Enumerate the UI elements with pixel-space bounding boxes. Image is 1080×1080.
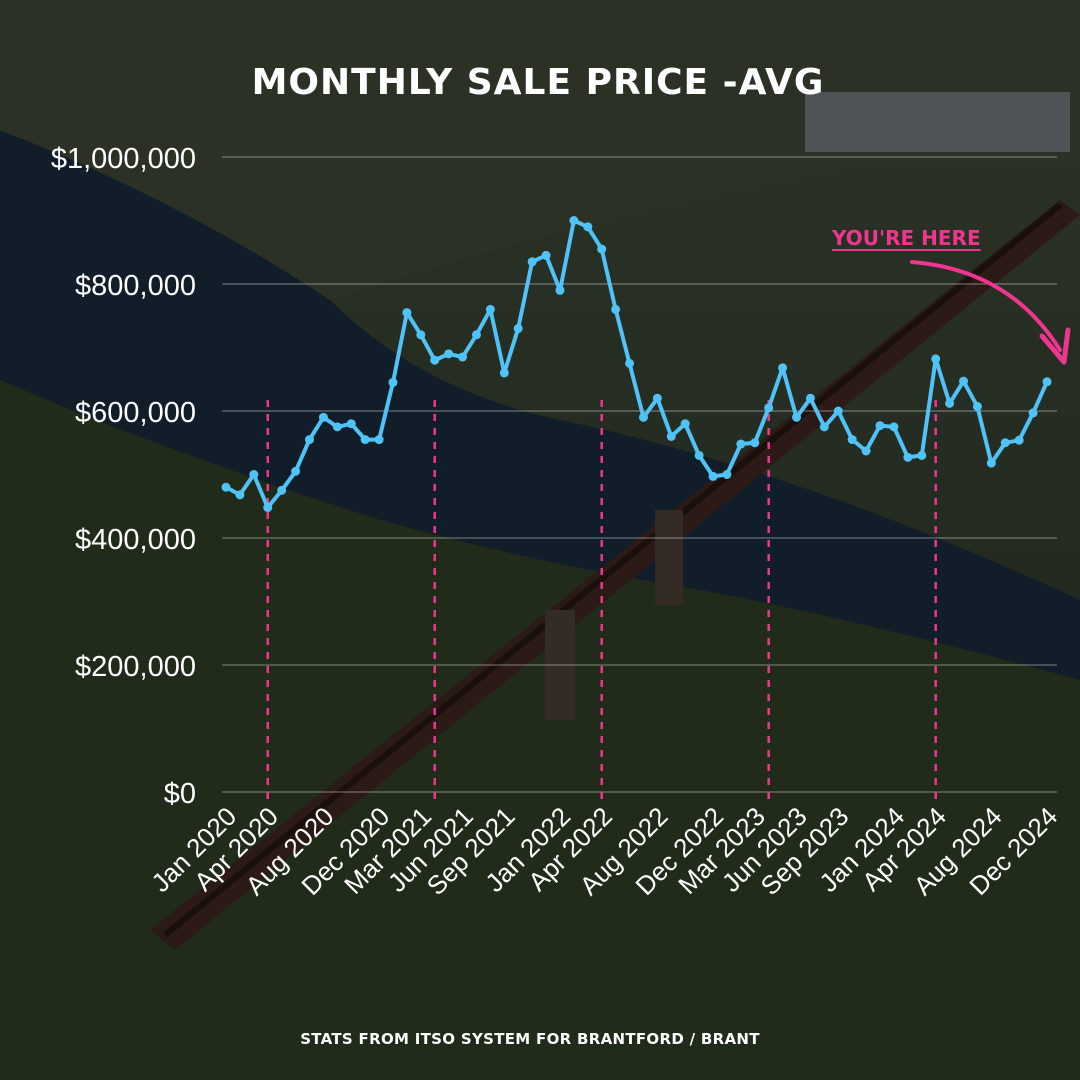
data-point: [318, 412, 328, 422]
data-point: [527, 257, 537, 267]
data-point: [903, 452, 913, 462]
data-point: [388, 377, 398, 387]
data-point: [569, 216, 579, 225]
data-point: [263, 503, 273, 513]
data-point: [555, 285, 565, 295]
data-point: [541, 250, 551, 260]
data-point: [583, 222, 593, 232]
data-point: [291, 466, 301, 476]
data-point: [416, 330, 426, 340]
annotation-you-are-here: YOU'RE HERE: [832, 226, 981, 250]
data-point: [1028, 408, 1038, 418]
chart-title: MONTHLY SALE PRICE -AVG: [251, 62, 825, 103]
data-point: [638, 412, 648, 422]
data-point: [917, 450, 927, 460]
data-point: [833, 406, 843, 416]
y-tick-label: $800,000: [75, 270, 196, 302]
data-point: [471, 330, 481, 340]
data-point: [778, 363, 788, 373]
data-point: [1014, 435, 1024, 445]
data-point: [792, 412, 802, 422]
arrowhead-icon: [1039, 327, 1071, 365]
data-point: [986, 458, 996, 468]
data-point: [402, 308, 412, 318]
data-point: [959, 376, 969, 386]
data-point: [889, 422, 899, 432]
data-point: [708, 471, 718, 481]
data-point: [513, 323, 523, 333]
data-point: [1042, 377, 1052, 387]
data-point: [1000, 438, 1010, 448]
data-point: [680, 419, 690, 429]
data-point: [235, 490, 245, 500]
data-point: [764, 403, 774, 413]
data-point: [666, 431, 676, 441]
data-point: [430, 355, 440, 365]
data-point: [819, 422, 829, 432]
annotation-arrow: [910, 260, 1062, 352]
source-footnote: STATS FROM ITSO SYSTEM FOR BRANTFORD / B…: [300, 1030, 760, 1048]
data-point: [694, 450, 704, 460]
data-point: [750, 438, 760, 448]
data-point: [611, 304, 621, 314]
data-point: [625, 358, 635, 368]
data-point: [805, 393, 815, 403]
data-point: [722, 470, 732, 479]
y-tick-label: $600,000: [75, 397, 196, 429]
data-point: [652, 393, 662, 403]
y-tick-label: $400,000: [75, 524, 196, 556]
y-tick-label: $0: [164, 778, 196, 810]
data-point: [847, 435, 857, 445]
data-point: [972, 402, 982, 412]
data-point: [221, 482, 231, 492]
data-point: [458, 352, 468, 362]
data-point: [875, 421, 885, 431]
data-point: [861, 446, 871, 456]
data-point: [945, 398, 955, 408]
y-tick-label: $1,000,000: [51, 143, 196, 175]
data-point: [277, 485, 287, 495]
data-point: [597, 244, 607, 254]
data-point: [360, 435, 370, 445]
data-point: [736, 439, 746, 449]
data-point: [444, 349, 454, 359]
data-point: [249, 470, 259, 479]
data-point: [931, 354, 941, 364]
data-point: [499, 368, 509, 378]
data-point: [304, 435, 314, 445]
data-point: [374, 435, 384, 445]
data-point: [332, 422, 342, 432]
data-point: [485, 304, 495, 314]
data-point: [346, 419, 356, 429]
y-tick-label: $200,000: [75, 651, 196, 683]
